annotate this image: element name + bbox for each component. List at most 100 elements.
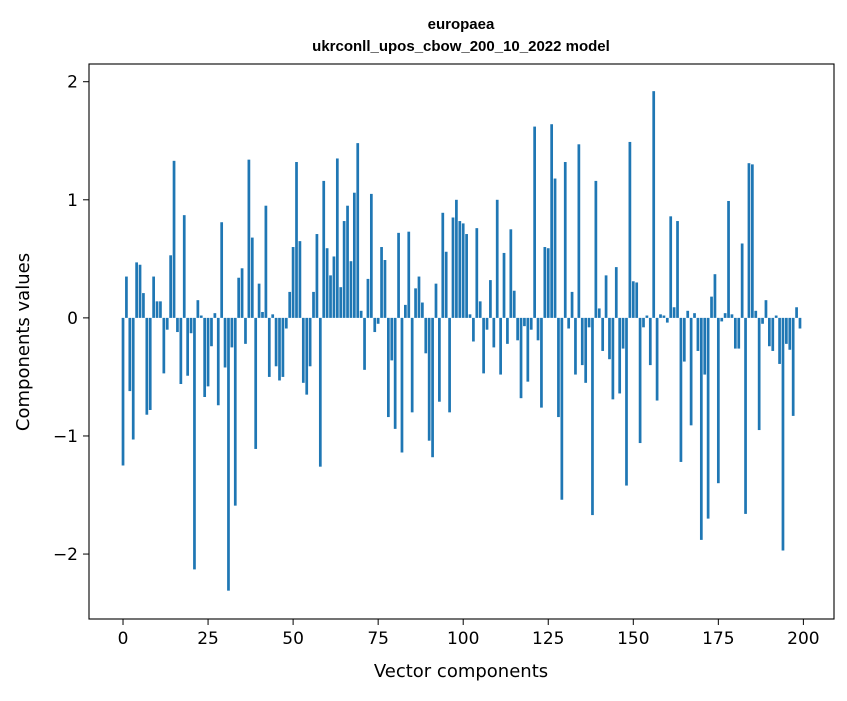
bar	[778, 317, 781, 364]
y-tick-label: −1	[53, 427, 78, 447]
bar	[284, 317, 288, 329]
bar	[597, 308, 601, 318]
bar	[159, 301, 162, 318]
bar	[618, 317, 622, 394]
bar	[288, 291, 292, 318]
x-axis-label: Vector components	[374, 661, 548, 682]
bar	[574, 317, 577, 375]
bar	[223, 317, 227, 368]
bar	[325, 248, 329, 318]
bar	[614, 267, 618, 318]
bar	[169, 255, 172, 318]
bar	[461, 223, 465, 318]
bar	[757, 317, 761, 431]
bar	[138, 264, 142, 318]
bar	[121, 317, 125, 466]
bar	[230, 317, 234, 348]
bar	[233, 317, 237, 506]
bar	[441, 212, 445, 318]
bar	[652, 91, 656, 318]
chart-subtitle: ukrconll_upos_cbow_200_10_2022 model	[312, 38, 610, 55]
x-tick-label: 25	[197, 629, 219, 649]
bar	[785, 317, 788, 344]
bar	[723, 313, 727, 318]
bar	[536, 317, 540, 341]
bar	[713, 274, 717, 318]
bar	[349, 261, 353, 318]
bar	[706, 317, 710, 519]
bar	[693, 313, 696, 318]
bar	[665, 317, 669, 323]
bar	[291, 247, 295, 318]
bar	[257, 283, 261, 318]
bar	[186, 317, 190, 376]
bar	[584, 317, 588, 383]
bar	[621, 317, 625, 349]
bar	[216, 317, 220, 406]
bar	[213, 313, 217, 318]
bar	[648, 317, 652, 366]
bar	[485, 317, 489, 330]
bar	[329, 275, 332, 318]
bar	[404, 304, 407, 318]
bar	[686, 310, 690, 318]
bar	[570, 291, 574, 318]
bar	[267, 317, 271, 377]
bar	[383, 260, 387, 318]
bar	[781, 317, 785, 551]
bar	[182, 215, 186, 318]
bar	[727, 200, 730, 318]
bar	[553, 178, 557, 318]
bar	[710, 296, 713, 318]
bar	[128, 317, 132, 392]
bar	[560, 317, 564, 500]
bar	[774, 315, 778, 318]
bar	[206, 317, 210, 387]
bar	[424, 317, 428, 354]
bar	[696, 317, 700, 351]
bar	[261, 311, 264, 318]
bar	[533, 126, 536, 318]
bar	[495, 199, 499, 318]
bar	[730, 314, 734, 318]
bar	[478, 301, 482, 318]
bar	[628, 141, 632, 318]
bar	[250, 237, 254, 318]
bar	[274, 317, 278, 367]
x-tick-label: 200	[787, 629, 819, 649]
bar	[604, 275, 608, 318]
y-tick-label: 1	[67, 191, 78, 211]
bar	[669, 216, 673, 318]
bar	[795, 307, 798, 318]
bar	[414, 288, 417, 318]
bar	[193, 317, 196, 570]
bar	[390, 317, 394, 361]
bar	[563, 162, 567, 318]
bar	[638, 317, 642, 444]
bar	[373, 317, 377, 333]
bar	[635, 282, 639, 318]
bar	[278, 317, 281, 381]
bar	[322, 180, 326, 318]
bar	[516, 317, 519, 341]
bar	[557, 317, 560, 418]
bar	[625, 317, 628, 486]
x-tick-label: 125	[532, 629, 564, 649]
bar	[400, 317, 404, 453]
x-tick-label: 150	[617, 629, 649, 649]
bar	[482, 317, 485, 374]
bar	[659, 314, 662, 318]
bar	[220, 222, 224, 318]
x-tick-label: 0	[118, 629, 129, 649]
bar	[519, 317, 523, 399]
bar	[162, 317, 166, 374]
bar	[733, 317, 737, 349]
bar	[458, 221, 462, 318]
y-tick-label: 2	[67, 73, 78, 93]
bar	[247, 159, 251, 318]
bar	[237, 277, 241, 318]
bar	[682, 317, 686, 362]
bar	[502, 252, 506, 318]
bar	[771, 317, 775, 351]
